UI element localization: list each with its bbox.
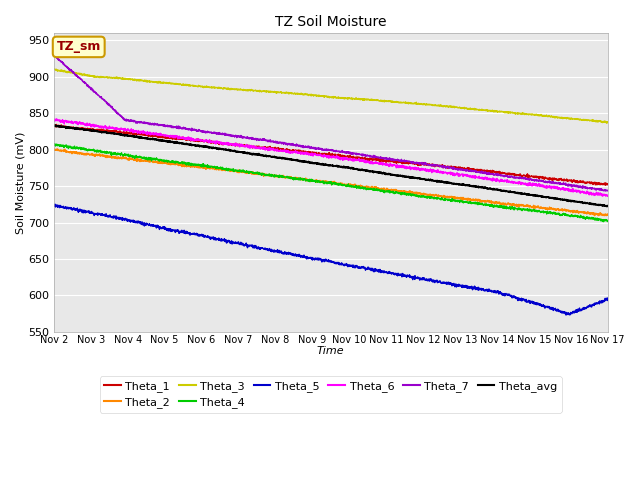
Theta_avg: [555, 196, 563, 202]
Theta_4: [604, 218, 612, 224]
Theta_1: [205, 139, 212, 144]
Theta_6: [51, 116, 58, 122]
Theta_6: [602, 193, 609, 199]
Theta_2: [347, 182, 355, 188]
Theta_4: [492, 204, 500, 210]
Theta_7: [570, 182, 578, 188]
Theta_5: [347, 263, 355, 268]
Theta_6: [570, 189, 578, 194]
Legend: Theta_1, Theta_2, Theta_3, Theta_4, Theta_5, Theta_6, Theta_7, Theta_avg: Theta_1, Theta_2, Theta_3, Theta_4, Thet…: [100, 376, 562, 413]
Line: Theta_1: Theta_1: [54, 124, 608, 185]
Theta_7: [205, 129, 212, 134]
Theta_7: [51, 52, 58, 58]
Line: Theta_4: Theta_4: [54, 144, 608, 222]
Theta_5: [604, 296, 612, 301]
Theta_2: [604, 211, 612, 217]
Theta_3: [205, 84, 212, 90]
Theta_7: [555, 180, 563, 186]
Theta_4: [600, 219, 607, 225]
Theta_avg: [359, 167, 367, 173]
Theta_5: [571, 308, 579, 314]
Theta_3: [555, 114, 563, 120]
Theta_5: [51, 201, 59, 207]
Theta_1: [52, 121, 60, 127]
Theta_2: [600, 213, 608, 218]
Theta_5: [205, 235, 212, 240]
Theta_1: [602, 182, 609, 188]
Theta_4: [205, 163, 212, 168]
Theta_1: [570, 178, 578, 183]
Theta_7: [50, 52, 58, 58]
Theta_4: [359, 185, 367, 191]
Theta_avg: [347, 165, 355, 171]
Theta_6: [347, 156, 355, 162]
Theta_5: [555, 308, 563, 314]
Line: Theta_6: Theta_6: [54, 119, 608, 196]
Theta_2: [492, 200, 500, 205]
Theta_1: [604, 181, 612, 187]
Theta_3: [359, 97, 367, 103]
Theta_1: [492, 169, 500, 175]
Theta_1: [50, 123, 58, 129]
Title: TZ Soil Moisture: TZ Soil Moisture: [275, 15, 387, 29]
Theta_4: [50, 143, 58, 148]
Theta_6: [492, 177, 500, 183]
Theta_avg: [205, 144, 212, 150]
Theta_3: [603, 120, 611, 126]
Theta_6: [205, 140, 212, 145]
Theta_3: [570, 116, 578, 122]
X-axis label: Time: Time: [317, 346, 344, 356]
Line: Theta_3: Theta_3: [54, 69, 608, 123]
Theta_avg: [604, 203, 612, 209]
Theta_2: [50, 147, 58, 153]
Theta_2: [50, 146, 58, 152]
Theta_3: [51, 66, 58, 72]
Line: Theta_2: Theta_2: [54, 149, 608, 216]
Line: Theta_7: Theta_7: [54, 55, 608, 191]
Theta_2: [205, 166, 212, 171]
Line: Theta_5: Theta_5: [54, 204, 608, 315]
Theta_avg: [51, 122, 59, 128]
Theta_7: [347, 151, 355, 156]
Theta_3: [347, 96, 355, 102]
Theta_4: [555, 210, 563, 216]
Theta_6: [50, 118, 58, 123]
Theta_7: [602, 188, 609, 194]
Theta_5: [50, 202, 58, 207]
Theta_7: [492, 172, 500, 178]
Theta_avg: [492, 187, 500, 192]
Theta_4: [50, 141, 58, 147]
Theta_7: [359, 153, 367, 158]
Theta_5: [359, 265, 367, 271]
Theta_6: [604, 193, 612, 199]
Theta_2: [570, 208, 578, 214]
Theta_1: [555, 177, 563, 182]
Theta_5: [566, 312, 574, 318]
Theta_5: [492, 290, 500, 296]
Theta_1: [359, 156, 367, 161]
Line: Theta_avg: Theta_avg: [54, 125, 608, 206]
Theta_avg: [603, 204, 611, 209]
Theta_4: [347, 184, 355, 190]
Theta_6: [359, 157, 367, 163]
Theta_4: [570, 213, 578, 219]
Theta_3: [50, 66, 58, 72]
Y-axis label: Soil Moisture (mV): Soil Moisture (mV): [15, 131, 25, 234]
Theta_avg: [50, 122, 58, 128]
Theta_2: [555, 208, 563, 214]
Theta_6: [555, 185, 563, 191]
Text: TZ_sm: TZ_sm: [56, 40, 101, 53]
Theta_7: [604, 188, 612, 194]
Theta_3: [492, 109, 500, 115]
Theta_2: [359, 184, 367, 190]
Theta_3: [604, 120, 612, 125]
Theta_1: [347, 154, 355, 159]
Theta_avg: [570, 198, 578, 204]
